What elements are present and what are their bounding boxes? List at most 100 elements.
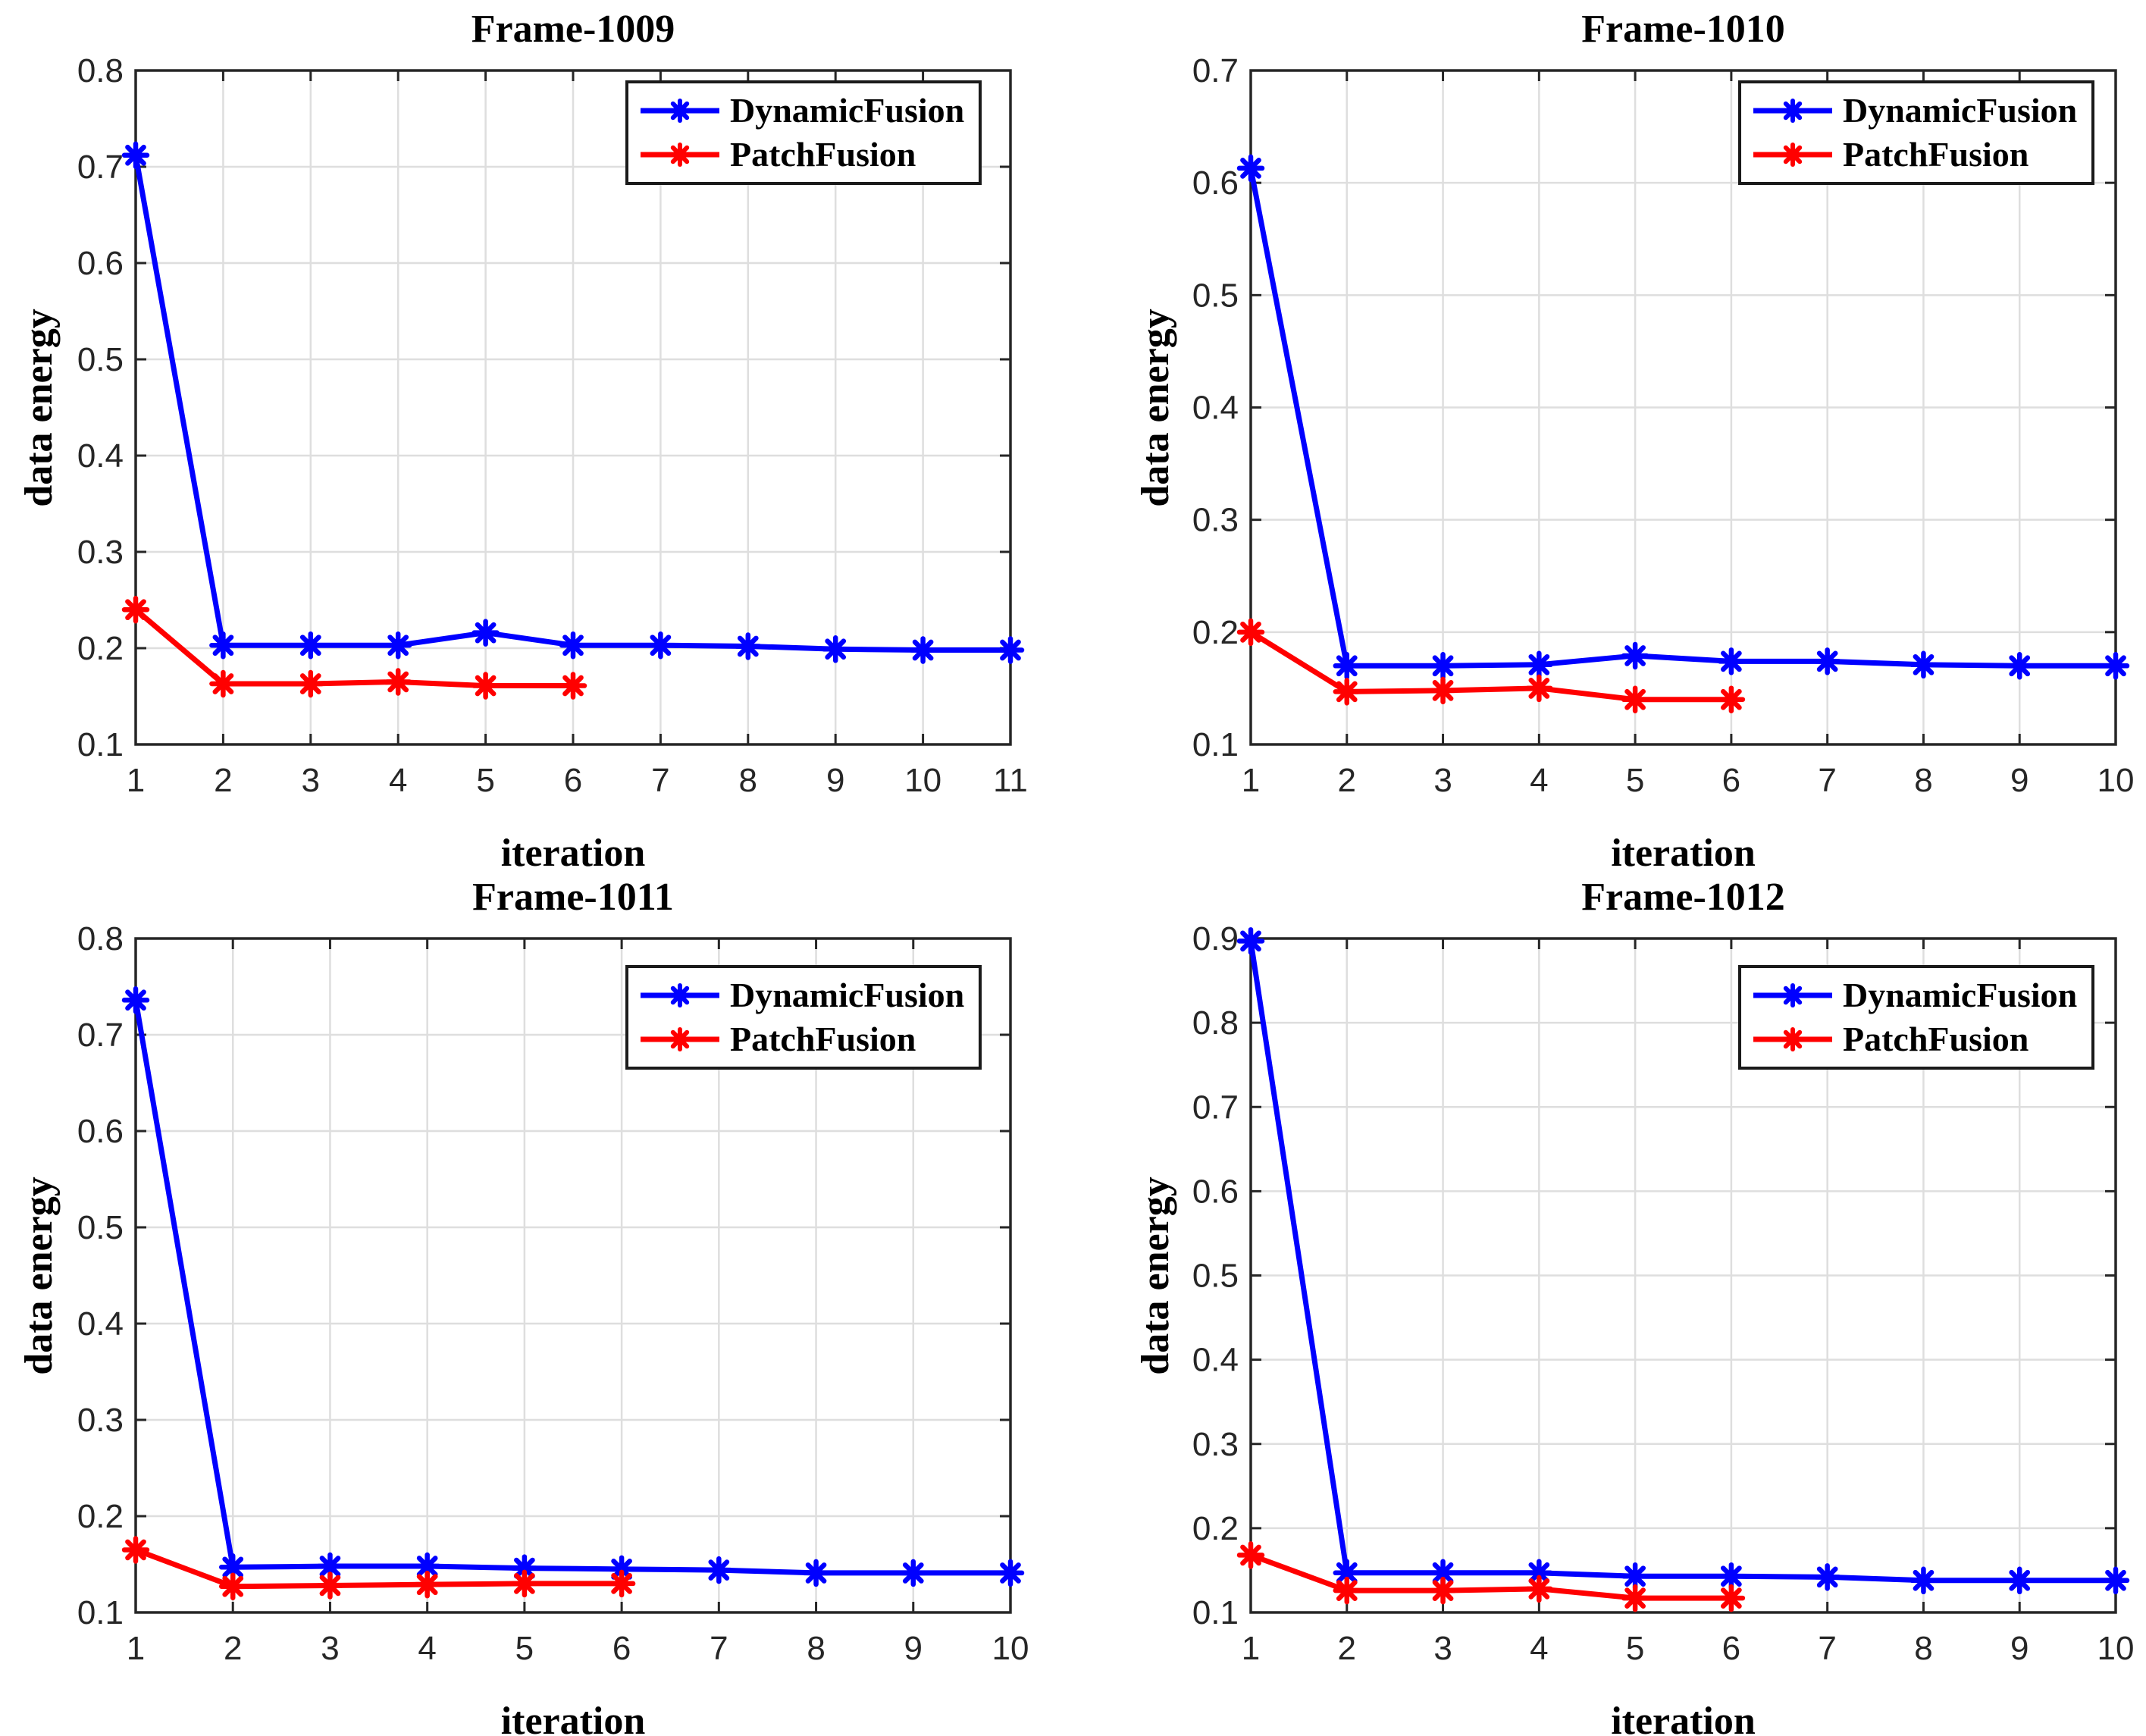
svg-text:0.5: 0.5 [1192,1258,1239,1295]
series-patchfusion [1236,1541,1746,1612]
svg-text:0.8: 0.8 [1192,1004,1239,1042]
svg-text:9: 9 [904,1630,923,1667]
svg-text:3: 3 [302,762,320,799]
chart-title: Frame-1009 [471,8,675,51]
legend-sample-glyph [1753,983,1832,1007]
x-tick-labels: 1 2 3 4 5 6 7 8 9 10 [1242,762,2135,799]
svg-text:8: 8 [1914,1630,1932,1667]
legend-sample-glyph [641,143,719,167]
legend-line-marker-sample [639,94,721,127]
legend-entry-dynamicfusion: DynamicFusion [639,976,968,1015]
legend-label: PatchFusion [730,135,916,174]
subplot-frame-1009: Frame-1009 data energy 1 2 3 4 5 6 7 8 9 10 11 0.1 0… [0,0,1073,875]
svg-text:0.3: 0.3 [1192,502,1239,539]
svg-text:0.1: 0.1 [1192,1594,1239,1631]
svg-text:1: 1 [127,762,145,799]
svg-text:0.6: 0.6 [1192,165,1239,202]
legend-entry-patchfusion: PatchFusion [639,1020,968,1059]
svg-text:1: 1 [127,1630,145,1667]
svg-text:0.2: 0.2 [77,630,124,667]
x-axis-label: iteration [500,832,646,875]
svg-text:7: 7 [1818,1630,1836,1667]
svg-text:0.6: 0.6 [1192,1173,1239,1210]
legend-sample-glyph [641,99,719,123]
subplot-frame-1010: Frame-1010 data energy 1 2 3 4 5 6 7 8 9 10 0.1 0.2… [1073,0,2146,875]
series-dynamicfusion [121,141,1025,664]
legend-entry-patchfusion: PatchFusion [1752,135,2081,174]
svg-text:0.1: 0.1 [77,1594,124,1631]
legend-label: PatchFusion [1843,1020,2029,1058]
svg-text:4: 4 [389,762,407,799]
svg-text:0.6: 0.6 [77,245,124,282]
chart-title: Frame-1012 [1581,876,1785,919]
tick-marks [134,937,1012,1614]
svg-text:0.2: 0.2 [1192,1510,1239,1547]
svg-text:0.4: 0.4 [77,1305,124,1343]
legend-line-marker-sample [1752,94,1834,127]
svg-text:1: 1 [1242,1630,1260,1667]
legend-label: DynamicFusion [730,91,965,130]
svg-text:2: 2 [224,1630,242,1667]
x-tick-labels: 1 2 3 4 5 6 7 8 9 10 11 [127,762,1028,799]
svg-text:3: 3 [1433,762,1452,799]
svg-text:6: 6 [564,762,582,799]
plot-area: 1 2 3 4 5 6 7 8 9 10 0.1 0.2 0.3 0.4 0.5 0.6 0.7 0.8 0.9 [1192,920,2135,1667]
legend-entry-patchfusion: PatchFusion [1752,1020,2081,1059]
svg-text:2: 2 [1338,762,1356,799]
y-tick-labels: 0.1 0.2 0.3 0.4 0.5 0.6 0.7 [1192,52,1239,763]
svg-text:9: 9 [2010,762,2029,799]
legend-sample-glyph [641,983,719,1007]
svg-text:4: 4 [1530,762,1548,799]
svg-text:4: 4 [418,1630,436,1667]
svg-text:7: 7 [710,1630,728,1667]
svg-text:10: 10 [904,762,941,799]
legend-entry-patchfusion: PatchFusion [639,135,968,174]
svg-text:8: 8 [1914,762,1932,799]
svg-text:0.2: 0.2 [77,1498,124,1535]
svg-text:0.3: 0.3 [77,1402,124,1439]
svg-text:5: 5 [476,762,494,799]
svg-text:8: 8 [807,1630,825,1667]
legend: DynamicFusion PatchFusion [625,80,982,185]
chart-title: Frame-1011 [472,876,674,919]
legend-label: DynamicFusion [730,976,965,1014]
legend-sample-glyph [1753,99,1832,123]
series-patchfusion [121,595,587,700]
svg-text:0.3: 0.3 [1192,1426,1239,1463]
legend-label: DynamicFusion [1843,976,2078,1014]
svg-text:4: 4 [1530,1630,1548,1667]
svg-text:7: 7 [1818,762,1836,799]
svg-text:10: 10 [2097,1630,2135,1667]
tick-marks [134,69,1012,746]
plot-area: 1 2 3 4 5 6 7 8 9 10 0.1 0.2 0.3 0.4 0.5 0.6 0.7 [1192,52,2135,799]
svg-text:7: 7 [651,762,669,799]
svg-text:2: 2 [214,762,232,799]
legend-label: PatchFusion [1843,135,2029,174]
svg-text:0.6: 0.6 [77,1113,124,1150]
svg-text:8: 8 [739,762,757,799]
legend-line-marker-sample [639,979,721,1012]
svg-text:0.7: 0.7 [77,1017,124,1054]
svg-text:0.5: 0.5 [1192,277,1239,314]
svg-text:0.4: 0.4 [77,437,124,475]
legend-line-marker-sample [1752,1023,1834,1056]
subplot-frame-1011: Frame-1011 data energy 1 2 3 4 5 6 7 8 9 10 0.1 0.2… [0,868,1073,1736]
svg-text:0.4: 0.4 [1192,390,1239,427]
svg-text:9: 9 [2010,1630,2029,1667]
svg-text:0.8: 0.8 [77,52,124,89]
x-axis-label: iteration [1611,832,1756,875]
svg-text:0.8: 0.8 [77,920,124,957]
x-axis-label: iteration [1611,1700,1756,1736]
svg-text:6: 6 [1722,1630,1740,1667]
svg-text:6: 6 [1722,762,1740,799]
x-axis-label: iteration [500,1700,646,1736]
svg-text:5: 5 [1626,1630,1644,1667]
svg-text:3: 3 [1433,1630,1452,1667]
x-tick-labels: 1 2 3 4 5 6 7 8 9 10 [127,1630,1029,1667]
series-patchfusion [121,1536,636,1600]
svg-text:0.4: 0.4 [1192,1342,1239,1379]
svg-text:5: 5 [1626,762,1644,799]
svg-text:0.7: 0.7 [1192,52,1239,89]
svg-text:0.1: 0.1 [77,726,124,763]
